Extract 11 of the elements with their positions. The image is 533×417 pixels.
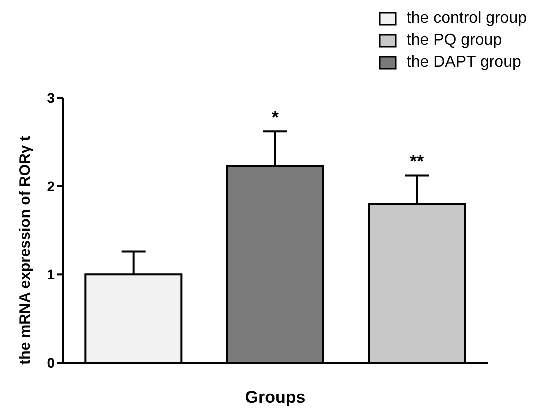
y-tick-label: 1 (47, 266, 56, 283)
y-tick-label: 2 (47, 178, 56, 194)
x-axis-title: Groups (245, 388, 306, 407)
y-tick-label: 0 (47, 354, 56, 371)
annotation: * (272, 108, 280, 128)
legend-label: the PQ group (406, 31, 502, 51)
y-axis-title: the mRNA expression of RORγ t (17, 136, 34, 365)
y-tick-label: 3 (47, 90, 56, 106)
legend-label: the DAPT group (406, 53, 522, 73)
annotation: ** (410, 152, 424, 172)
legend-label: the control group (406, 9, 527, 29)
